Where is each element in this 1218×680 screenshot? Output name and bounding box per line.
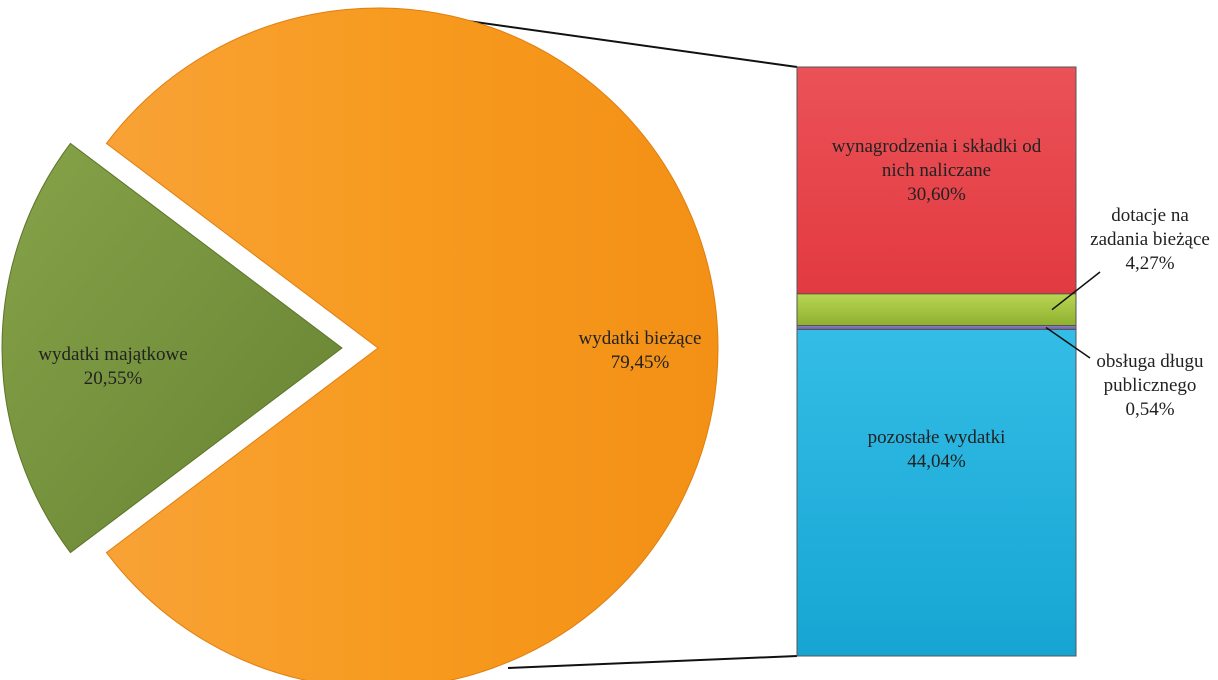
pie-label-wydatki-majatkowe-line: wydatki majątkowe <box>38 344 187 365</box>
bar-label-dotacje-na-zadania-biezace: dotacje na zadania bieżące 4,27% <box>1090 205 1210 274</box>
bar-label-wynagrodzenia-i-skladki-od-nich-naliczane: wynagrodzenia i składki od nich naliczane… <box>832 136 1042 205</box>
bar-label-pozostale-wydatki: pozostałe wydatki 44,04% <box>868 427 1006 472</box>
bar-label-pozostale-wydatki-line: pozostałe wydatki <box>868 427 1006 448</box>
bar-label-pozostale-wydatki-line: 44,04% <box>907 451 966 472</box>
bar-label-dotacje-na-zadania-biezace-line: zadania bieżące <box>1090 229 1210 250</box>
connector-line-bottom <box>507 655 798 669</box>
bar-label-obsluga-dlugu-publicznego-line: publicznego <box>1104 375 1197 396</box>
bar-label-wynagrodzenia-i-skladki-od-nich-naliczane-line: nich naliczane <box>882 160 991 181</box>
bar-label-obsluga-dlugu-publicznego: obsługa długu publicznego 0,54% <box>1096 351 1204 420</box>
bar-label-dotacje-na-zadania-biezace-line: dotacje na <box>1111 205 1189 226</box>
bar-segment-dotacje-na-zadania-biezace <box>796 293 1077 327</box>
pie-slice-wydatki-majatkowe <box>1 142 343 554</box>
leader-line-obsluga-dlugu-publicznego <box>1045 326 1091 359</box>
pie-label-wydatki-biezace-line: wydatki bieżące <box>579 328 702 349</box>
pie-label-wydatki-biezace: wydatki bieżące 79,45% <box>579 328 702 373</box>
bar-label-obsluga-dlugu-publicznego-line: 0,54% <box>1125 399 1174 420</box>
bar-label-wynagrodzenia-i-skladki-od-nich-naliczane-line: 30,60% <box>907 184 966 205</box>
leader-line-dotacje-na-zadania-biezace <box>1051 271 1101 311</box>
pie-label-wydatki-biezace-line: 79,45% <box>611 352 670 373</box>
bar-segment-pozostale-wydatki <box>796 329 1077 657</box>
bar-segment-wynagrodzenia-i-skladki-od-nich-naliczane <box>796 66 1077 295</box>
bar-label-wynagrodzenia-i-skladki-od-nich-naliczane-line: wynagrodzenia i składki od <box>832 136 1042 157</box>
pie-label-wydatki-majatkowe-line: 20,55% <box>84 368 143 389</box>
bar-label-obsluga-dlugu-publicznego-line: obsługa długu <box>1096 351 1204 372</box>
connector-line-top <box>417 13 798 68</box>
pie-label-wydatki-majatkowe: wydatki majątkowe 20,55% <box>38 344 187 389</box>
bar-label-dotacje-na-zadania-biezace-line: 4,27% <box>1125 253 1174 274</box>
pie-slice-wydatki-biezace <box>105 7 719 680</box>
bar-segment-obsluga-dlugu-publicznego <box>796 325 1077 331</box>
